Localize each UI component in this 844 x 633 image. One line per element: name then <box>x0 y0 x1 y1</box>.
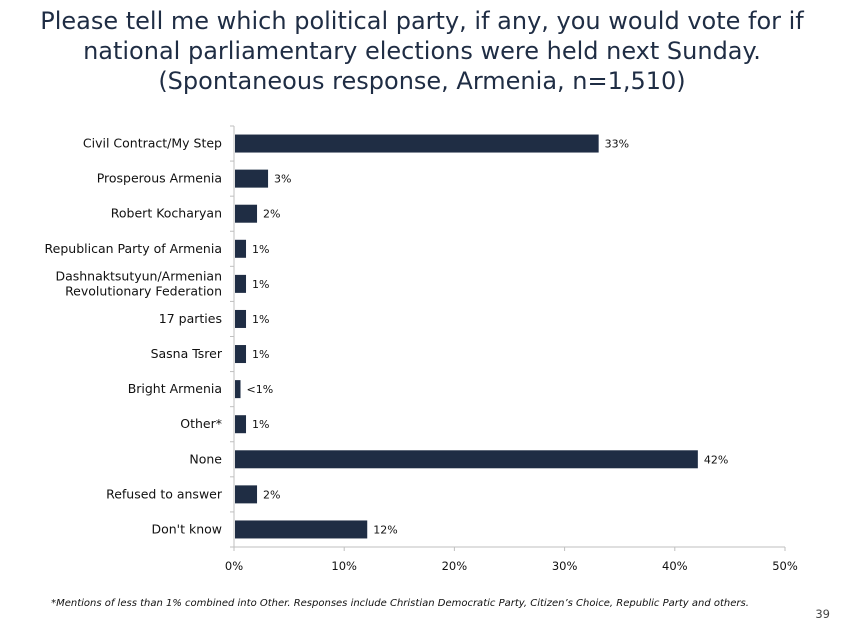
page-number: 39 <box>815 607 830 621</box>
category-label-line: Robert Kocharyan <box>111 206 222 221</box>
x-tick-label: 20% <box>442 559 468 573</box>
bar <box>235 380 241 399</box>
bar <box>235 450 698 469</box>
data-label: 1% <box>252 418 269 431</box>
category-label: None <box>189 451 222 466</box>
data-label: 1% <box>252 278 269 291</box>
bar <box>235 345 247 364</box>
x-tick-label: 0% <box>225 559 243 573</box>
x-tick-label: 10% <box>331 559 357 573</box>
category-label: Dashnaktsutyun/Armenian Revolutionary Fed… <box>55 268 222 298</box>
data-label: 12% <box>373 523 397 536</box>
category-label: Don't know <box>151 521 222 536</box>
category-label-line: Sasna Tsrer <box>151 346 223 361</box>
title-line-1: Please tell me which political party, if… <box>40 7 804 35</box>
category-label: Civil Contract/My Step <box>83 136 222 151</box>
category-label-line: Republican Party of Armenia <box>45 241 222 256</box>
bar <box>235 520 368 539</box>
category-label-line: Other* <box>180 416 222 431</box>
x-tick-label: 30% <box>552 559 578 573</box>
bar <box>235 485 258 504</box>
category-label: Republican Party of Armenia <box>45 241 222 256</box>
title-line-3: (Spontaneous response, Armenia, n=1,510) <box>158 67 686 95</box>
category-label: Bright Armenia <box>128 381 222 396</box>
footnote: *Mentions of less than 1% combined into … <box>51 598 749 609</box>
category-label-line: Bright Armenia <box>128 381 222 396</box>
category-label: Prosperous Armenia <box>97 171 222 186</box>
bar <box>235 169 269 188</box>
data-label: 1% <box>252 313 269 326</box>
chart-title: Please tell me which political party, if… <box>0 6 844 96</box>
x-tick-label: 40% <box>662 559 688 573</box>
category-label-line: Don't know <box>151 521 222 536</box>
bar <box>235 415 247 434</box>
category-label-line: None <box>189 451 222 466</box>
data-label: 2% <box>263 488 280 501</box>
bar <box>235 274 247 293</box>
bar <box>235 204 258 223</box>
x-tick-label: 50% <box>772 559 798 573</box>
title-line-2: national parliamentary elections were he… <box>83 37 761 65</box>
bar <box>235 309 247 328</box>
category-label: Robert Kocharyan <box>111 206 222 221</box>
bar-chart: 0% 10% 20% 30% 40% 50% 33% Civil Contract/My St… <box>45 125 798 573</box>
data-label: 3% <box>274 173 291 186</box>
category-label: Refused to answer <box>106 486 223 501</box>
category-label-line: 17 parties <box>159 311 222 326</box>
category-label: Other* <box>180 416 222 431</box>
category-label: 17 parties <box>159 311 222 326</box>
bar <box>235 134 599 153</box>
category-label-line: Dashnaktsutyun/Armenian <box>55 268 222 283</box>
data-label: 33% <box>605 138 629 151</box>
category-label-line: Prosperous Armenia <box>97 171 222 186</box>
category-label-line: Refused to answer <box>106 486 223 501</box>
data-label: 1% <box>252 348 269 361</box>
data-label: 42% <box>704 453 728 466</box>
data-label: 2% <box>263 208 280 221</box>
bar <box>235 239 247 258</box>
data-label: <1% <box>247 383 274 396</box>
data-label: 1% <box>252 243 269 256</box>
category-label: Sasna Tsrer <box>151 346 223 361</box>
category-label-line: Revolutionary Federation <box>65 283 222 298</box>
category-label-line: Civil Contract/My Step <box>83 136 222 151</box>
